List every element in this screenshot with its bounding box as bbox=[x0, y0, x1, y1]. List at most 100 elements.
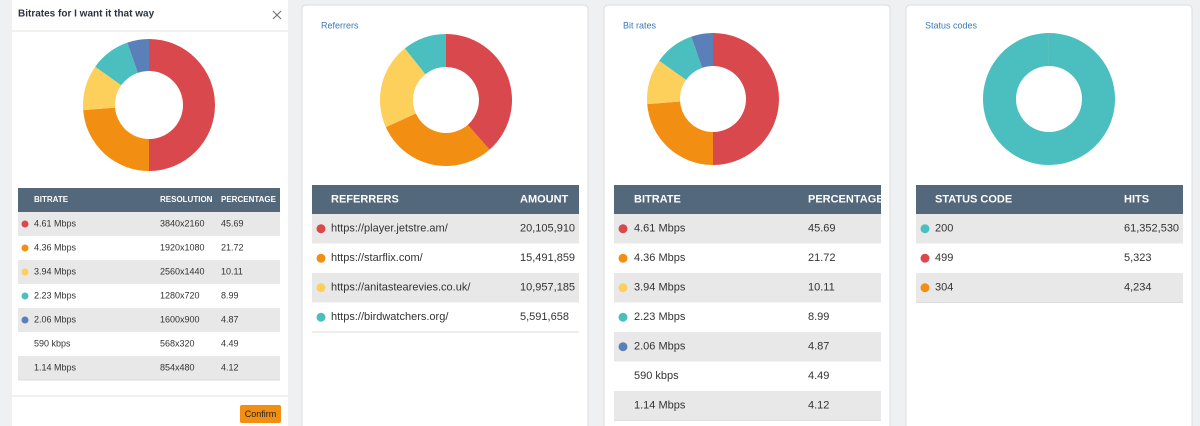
table-row bbox=[312, 273, 579, 303]
legend-dot bbox=[316, 283, 326, 293]
row-value: 15,491,859 bbox=[520, 252, 575, 264]
table-row bbox=[614, 332, 881, 362]
row-label: 4.61 Mbps bbox=[634, 223, 686, 235]
column-header: HITS bbox=[1124, 193, 1149, 205]
legend-dot bbox=[316, 312, 326, 322]
row-value: 45.69 bbox=[808, 223, 836, 235]
row-label: 2.06 Mbps bbox=[34, 314, 77, 324]
row-value: 4.87 bbox=[221, 314, 239, 324]
row-label: 1.14 Mbps bbox=[634, 400, 686, 412]
table-header bbox=[916, 185, 1183, 214]
row-value: 61,352,530 bbox=[1124, 223, 1179, 235]
row-value: 4.12 bbox=[221, 362, 239, 372]
donut-slice bbox=[982, 33, 1115, 165]
table-row bbox=[614, 273, 881, 303]
row-label: 4.36 Mbps bbox=[634, 252, 686, 264]
row-label: 304 bbox=[935, 282, 953, 294]
row-value: 8.99 bbox=[221, 290, 239, 300]
row-label: 3.94 Mbps bbox=[34, 266, 77, 276]
confirm-label[interactable]: Confirm bbox=[245, 409, 277, 419]
row-value: 45.69 bbox=[221, 218, 244, 228]
row-value: 4.49 bbox=[808, 370, 829, 382]
row-label: 4.36 Mbps bbox=[34, 242, 77, 252]
table-row bbox=[614, 391, 881, 421]
legend-dot bbox=[21, 220, 29, 228]
legend-dot bbox=[618, 224, 628, 234]
table-row bbox=[312, 214, 579, 244]
legend-dot bbox=[618, 283, 628, 293]
legend-dot bbox=[21, 292, 29, 300]
legend-dot bbox=[618, 312, 628, 322]
row-label: https://birdwatchers.org/ bbox=[331, 311, 449, 323]
table-row bbox=[916, 214, 1183, 244]
column-header: BITRATE bbox=[34, 195, 69, 204]
legend-dot bbox=[618, 253, 628, 263]
table-header bbox=[18, 188, 280, 212]
legend-dot bbox=[920, 224, 930, 234]
column-header: AMOUNT bbox=[520, 193, 569, 205]
table-header bbox=[614, 185, 881, 214]
row-label: 4.61 Mbps bbox=[34, 218, 77, 228]
donut-slice bbox=[647, 101, 713, 165]
row-label: 3.94 Mbps bbox=[634, 282, 686, 294]
column-header: PERCENTAGE bbox=[808, 193, 884, 205]
row-value: 10.11 bbox=[808, 282, 835, 294]
table-row bbox=[18, 236, 280, 260]
row-resolution: 1920x1080 bbox=[160, 242, 205, 252]
legend-dot bbox=[920, 283, 930, 293]
row-resolution: 568x320 bbox=[160, 338, 195, 348]
legend-dot bbox=[21, 268, 29, 276]
confirm-button[interactable] bbox=[240, 405, 281, 423]
legend-dot bbox=[21, 316, 29, 324]
row-value: 4.49 bbox=[221, 338, 239, 348]
table-row bbox=[312, 302, 579, 332]
legend-dot bbox=[316, 253, 326, 263]
donut-slice bbox=[691, 33, 713, 68]
row-label: 1.14 Mbps bbox=[34, 362, 77, 372]
row-label: https://starflix.com/ bbox=[331, 252, 424, 264]
row-resolution: 3840x2160 bbox=[160, 218, 205, 228]
row-value: 5,323 bbox=[1124, 252, 1152, 264]
row-resolution: 1280x720 bbox=[160, 290, 200, 300]
row-value: 8.99 bbox=[808, 311, 829, 323]
row-label: 499 bbox=[935, 252, 953, 264]
table-row bbox=[18, 260, 280, 284]
column-header: RESOLUTION bbox=[160, 195, 213, 204]
table-row bbox=[18, 356, 280, 380]
donut-slice bbox=[380, 48, 426, 128]
table-row bbox=[916, 273, 1183, 303]
table-row bbox=[18, 308, 280, 332]
panel-title: Status codes bbox=[925, 20, 978, 30]
table-row bbox=[916, 243, 1183, 273]
column-header: STATUS CODE bbox=[935, 193, 1012, 205]
row-resolution: 2560x1440 bbox=[160, 266, 205, 276]
legend-dot bbox=[21, 244, 29, 252]
row-label: 590 kbps bbox=[34, 338, 71, 348]
legend-dot bbox=[316, 224, 326, 234]
table-row bbox=[614, 302, 881, 332]
donut-slice bbox=[127, 39, 149, 73]
row-resolution: 854x480 bbox=[160, 362, 195, 372]
legend-dot bbox=[618, 342, 628, 352]
donut-slice bbox=[446, 34, 513, 150]
table-row bbox=[614, 214, 881, 244]
column-header: BITRATE bbox=[634, 193, 681, 205]
column-header: PERCENTAGE bbox=[221, 195, 277, 204]
table-row bbox=[614, 361, 881, 391]
close-icon[interactable] bbox=[272, 10, 282, 20]
row-value: 10,957,185 bbox=[520, 282, 575, 294]
table-row bbox=[18, 284, 280, 308]
panel-title: Bit rates bbox=[623, 20, 657, 30]
panel-title: Bitrates for I want it that way bbox=[18, 9, 155, 20]
legend-dot bbox=[920, 253, 930, 263]
table-row bbox=[18, 332, 280, 356]
table-row bbox=[312, 243, 579, 273]
donut-slice bbox=[713, 33, 779, 165]
donut-slice bbox=[83, 107, 149, 171]
panel-title: Referrers bbox=[321, 20, 359, 30]
column-header: REFERRERS bbox=[331, 193, 399, 205]
row-resolution: 1600x900 bbox=[160, 314, 200, 324]
donut-slice bbox=[647, 60, 687, 105]
row-value: 4.87 bbox=[808, 341, 829, 353]
